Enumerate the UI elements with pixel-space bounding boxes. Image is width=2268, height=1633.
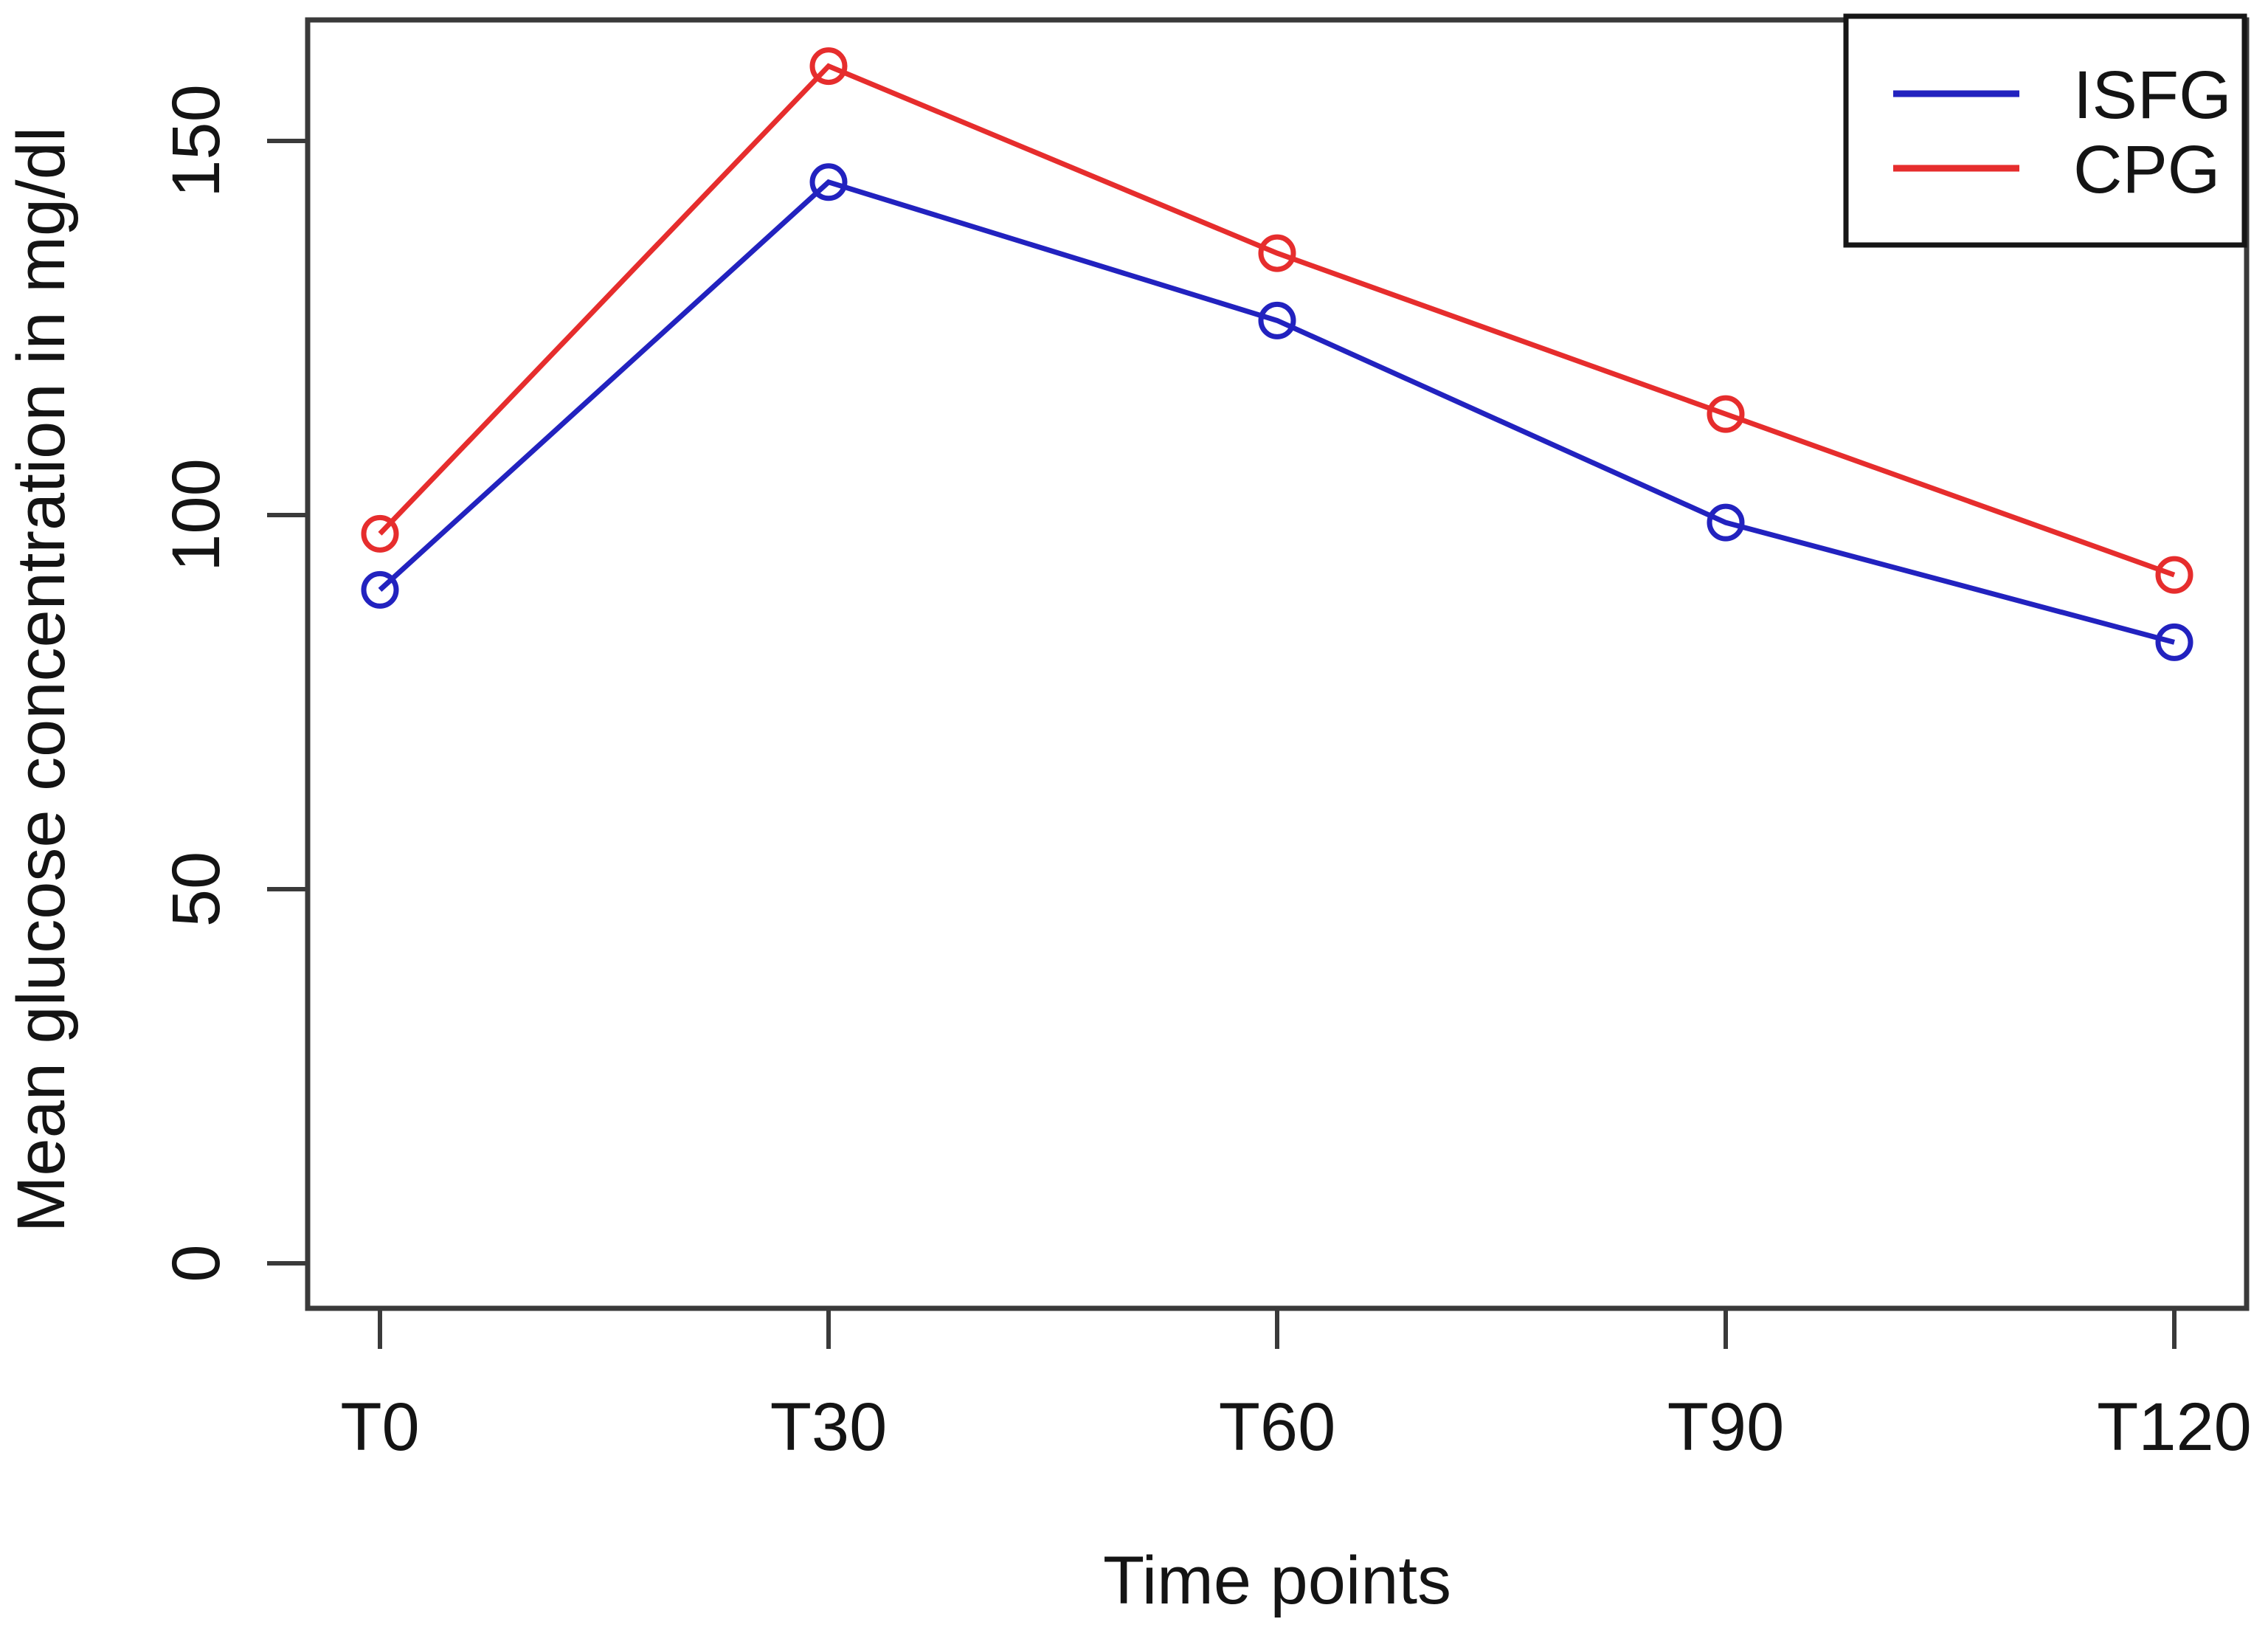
isfg-marker (809, 163, 848, 201)
cpg-marker (2155, 556, 2193, 594)
isfg-marker (1707, 503, 1745, 542)
x-axis-ticks: T0 T30 T60 T90 T120 (340, 1308, 2252, 1465)
y-tick-label: 50 (159, 852, 234, 927)
y-tick-label: 150 (159, 84, 234, 198)
legend-box (1843, 13, 2247, 248)
x-tick-label: T30 (770, 1389, 888, 1465)
y-axis-title: Mean glucose concentration in mg/dl (4, 127, 79, 1232)
cpg-marker (1258, 234, 1296, 272)
x-tick-label: T60 (1219, 1389, 1336, 1465)
y-axis-ticks: 0 50 100 150 (159, 84, 308, 1282)
legend-label-isfg: ISFG (2073, 58, 2232, 133)
cpg-marker (1707, 395, 1745, 433)
y-tick-label: 100 (159, 458, 234, 572)
isfg-marker (1258, 301, 1296, 339)
cpg-marker (809, 47, 848, 86)
x-tick-label: T90 (1667, 1389, 1785, 1465)
isfg-line (378, 179, 2175, 645)
y-tick-label: 0 (159, 1244, 234, 1282)
legend-label-cpg: CPG (2073, 132, 2220, 207)
legend: ISFG CPG (1843, 13, 2247, 248)
cpg-marker (361, 514, 399, 553)
isfg-marker (361, 570, 399, 609)
isfg-marker (2155, 623, 2193, 661)
series-layer (361, 47, 2193, 661)
x-tick-label: T120 (2097, 1389, 2252, 1465)
x-tick-label: T0 (340, 1389, 419, 1465)
cpg-line (378, 63, 2176, 578)
x-axis-title: Time points (1103, 1543, 1451, 1618)
